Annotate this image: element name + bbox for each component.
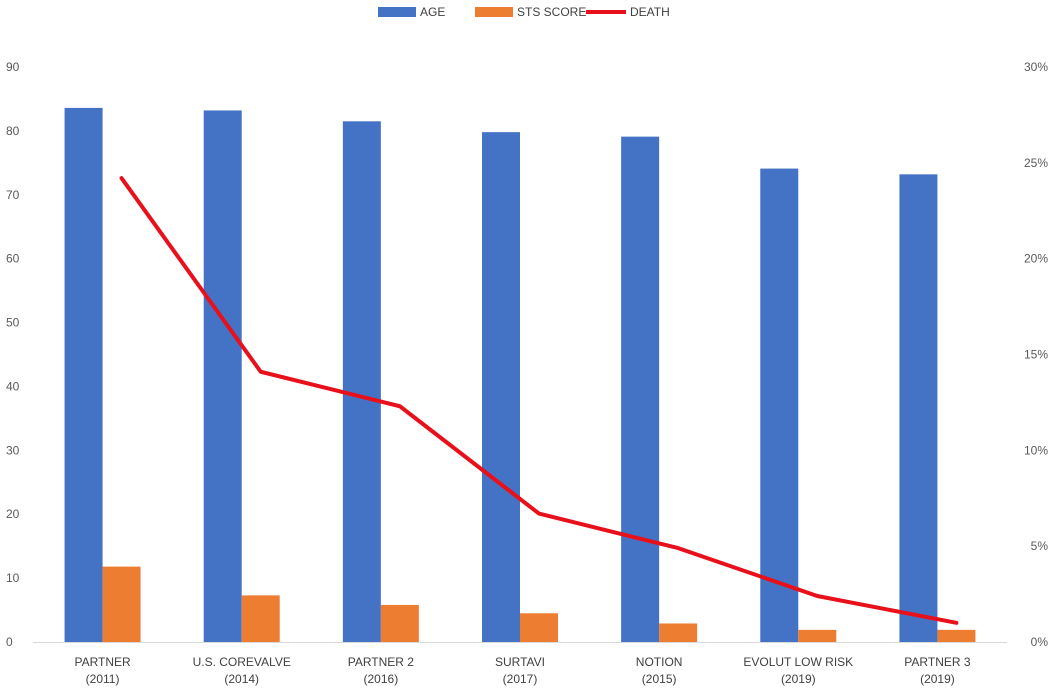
legend-label: DEATH xyxy=(630,5,670,19)
legend: AGE STS SCORE DEATH xyxy=(378,5,670,19)
sts-score-bar xyxy=(798,629,837,642)
y-left-tick-label: 30 xyxy=(6,443,20,457)
y-left-tick-label: 20 xyxy=(6,507,20,521)
x-tick-label: PARTNER 3 (2019) xyxy=(904,655,971,686)
legend-item-age: AGE xyxy=(378,5,445,19)
y-left-tick-label: 70 xyxy=(6,188,20,202)
age-bar xyxy=(482,132,520,642)
y-left-tick-label: 90 xyxy=(6,60,20,74)
x-tick-label: NOTION (2015) xyxy=(636,655,683,686)
sts-score-bar xyxy=(241,595,280,642)
sts-score-bar xyxy=(937,629,976,642)
bars xyxy=(64,107,976,643)
y-right-tick-label: 10% xyxy=(1024,443,1048,457)
y-right-tick-label: 20% xyxy=(1024,252,1048,266)
legend-item-sts-score: STS SCORE xyxy=(475,5,586,19)
legend-swatch xyxy=(475,7,513,17)
y-axis-left: 0 10 20 30 40 50 60 70 80 90 xyxy=(6,60,20,649)
y-left-tick-label: 80 xyxy=(6,124,20,138)
death-line xyxy=(119,176,959,625)
age-bar xyxy=(899,174,938,643)
y-left-tick-label: 60 xyxy=(6,252,20,266)
sts-score-bar xyxy=(520,613,558,642)
x-tick-label: EVOLUT LOW RISK (2019) xyxy=(743,655,853,686)
y-left-tick-label: 10 xyxy=(6,571,20,585)
x-axis: PARTNER (2011) U.S. COREVALVE (2014) PARTNER… xyxy=(33,642,1007,686)
sts-score-bar xyxy=(102,566,141,642)
y-left-tick-label: 50 xyxy=(6,316,20,330)
y-right-tick-label: 30% xyxy=(1024,60,1048,74)
legend-label: STS SCORE xyxy=(517,5,586,19)
sts-score-bar xyxy=(380,604,419,642)
y-right-tick-label: 25% xyxy=(1024,156,1048,170)
y-right-tick-label: 5% xyxy=(1031,539,1049,553)
age-bar xyxy=(621,136,660,642)
legend-swatch xyxy=(378,7,416,17)
sts-score-bar xyxy=(659,623,698,642)
age-bar xyxy=(760,168,799,643)
x-tick-label: PARTNER 2 (2016) xyxy=(348,655,415,686)
legend-label: AGE xyxy=(420,5,445,19)
x-tick-label: PARTNER (2011) xyxy=(74,655,131,686)
x-tick-label: SURTAVI (2017) xyxy=(495,655,545,686)
age-bar xyxy=(64,107,103,642)
age-bar xyxy=(203,110,242,642)
y-left-tick-label: 0 xyxy=(6,635,13,649)
y-right-tick-label: 15% xyxy=(1024,348,1048,362)
y-right-tick-label: 0% xyxy=(1031,635,1049,649)
y-axis-right: 0% 5% 10% 15% 20% 25% 30% xyxy=(1024,60,1048,649)
death-line-path xyxy=(119,176,959,625)
x-tick-label: U.S. COREVALVE (2014) xyxy=(193,655,291,686)
y-left-tick-label: 40 xyxy=(6,379,20,393)
legend-item-death: DEATH xyxy=(586,5,670,19)
age-bar xyxy=(342,121,381,643)
